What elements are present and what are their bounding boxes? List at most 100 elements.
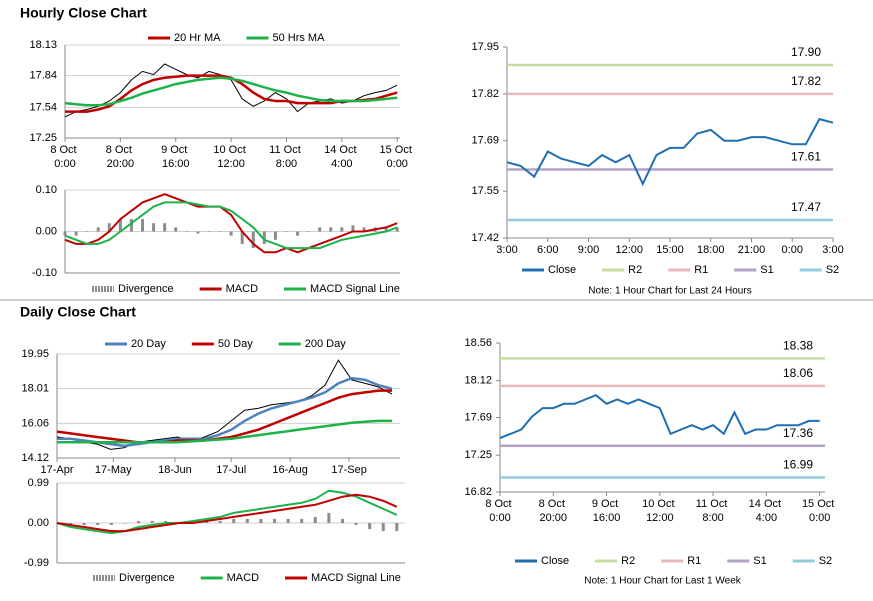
- level-label: 18.06: [783, 366, 813, 380]
- divergence-bar: [368, 523, 372, 530]
- y-tick-label: 0.00: [36, 225, 57, 237]
- divergence-bar: [141, 219, 145, 232]
- legend-label: R1: [687, 555, 701, 567]
- legend-label: MACD Signal Line: [311, 572, 401, 584]
- divergence-bar: [129, 219, 133, 232]
- divergence-bar: [286, 518, 290, 523]
- legend-label: 50 Day: [218, 338, 253, 350]
- series-line: [57, 419, 392, 444]
- x-tick-label: 21:00: [738, 244, 766, 256]
- x-tick-line: 14 Oct: [749, 498, 784, 510]
- divergence-bar: [354, 523, 358, 526]
- x-tick-label: 9 Oct 16:00: [592, 498, 621, 524]
- legend-label: S1: [760, 264, 773, 276]
- x-tick-label: 17-Jul: [216, 464, 246, 476]
- divergence-bar: [109, 523, 113, 526]
- divergence-bar: [273, 231, 277, 240]
- section-heading: Hourly Close Chart: [20, 5, 147, 21]
- divergence-bar: [63, 231, 67, 236]
- x-tick-label: 15:00: [656, 244, 684, 256]
- x-tick-label: 6:00: [537, 244, 558, 256]
- y-tick-label: 17.25: [29, 132, 57, 144]
- divergence-bar: [123, 523, 127, 524]
- y-tick-label: 0.10: [36, 184, 57, 196]
- y-tick-label: 17.25: [464, 449, 492, 461]
- x-tick-line: 14 Oct: [324, 144, 359, 156]
- x-tick-label: 8 Oct 20:00: [539, 498, 568, 524]
- y-tick-label: 17.84: [29, 70, 57, 82]
- x-tick-line: 9 Oct: [592, 498, 621, 510]
- x-tick-line: 4:00: [331, 158, 352, 170]
- x-tick-line: 0:00: [489, 512, 510, 524]
- divergence-bar: [150, 520, 154, 523]
- x-tick-label: 0:00: [782, 244, 803, 256]
- x-tick-line: 11 Oct: [696, 498, 731, 510]
- x-tick-label: 17-May: [95, 464, 132, 476]
- x-tick-line: 16:00: [162, 158, 190, 170]
- legend-label: R2: [621, 555, 635, 567]
- x-tick-line: 16:00: [593, 512, 621, 524]
- level-label: 17.61: [791, 150, 821, 164]
- x-tick-line: 8 Oct: [485, 498, 514, 510]
- divergence-bar: [381, 523, 385, 532]
- x-tick-line: 10 Oct: [213, 144, 248, 156]
- x-tick-label: 11 Oct 8:00: [269, 144, 304, 170]
- divergence-bar: [362, 227, 366, 232]
- x-tick-line: 4:00: [756, 512, 777, 524]
- y-tick-label: 17.82: [471, 88, 499, 100]
- series-line: [64, 201, 398, 250]
- y-tick-label: 0.00: [28, 517, 49, 529]
- level-label: 17.90: [791, 45, 821, 59]
- divergence-bar: [96, 523, 100, 526]
- divergence-bar: [273, 518, 276, 523]
- x-tick-label: 3:00: [496, 244, 517, 256]
- divergence-bar: [251, 231, 255, 249]
- series-line: [56, 389, 392, 444]
- x-tick-label: 8 Oct 0:00: [50, 144, 79, 170]
- series-line: [65, 74, 398, 113]
- legend-label: 50 Hrs MA: [272, 32, 325, 44]
- y-tick-label: 17.55: [471, 185, 499, 197]
- x-tick-label: 9 Oct 16:00: [161, 144, 190, 170]
- divergence-bar: [240, 231, 244, 244]
- x-tick-line: 0:00: [54, 158, 75, 170]
- legend-label: MACD: [227, 572, 259, 584]
- divergence-bar: [395, 227, 399, 232]
- x-tick-line: 20:00: [107, 158, 135, 170]
- legend-label: Divergence: [119, 572, 175, 584]
- level-label: 16.99: [783, 458, 813, 472]
- x-tick-line: 0:00: [809, 512, 830, 524]
- x-tick-label: 18:00: [697, 244, 725, 256]
- x-tick-label: 15 Oct 0:00: [802, 498, 837, 524]
- x-tick-line: 8 Oct: [539, 498, 568, 510]
- y-tick-label: 18.12: [464, 375, 492, 387]
- y-tick-label: 18.56: [464, 337, 492, 349]
- x-tick-label: 8 Oct 20:00: [106, 144, 135, 170]
- x-tick-line: 0:00: [387, 158, 408, 170]
- x-tick-label: 18-Jun: [158, 464, 192, 476]
- y-tick-label: 14.12: [21, 452, 49, 464]
- legend-label: MACD: [226, 283, 258, 295]
- divergence-bar: [137, 520, 141, 523]
- level-label: 18.38: [783, 339, 813, 353]
- divergence-bar: [196, 231, 200, 234]
- x-tick-line: 15 Oct: [802, 498, 837, 510]
- divergence-bar: [307, 231, 311, 232]
- x-tick-label: 10 Oct 12:00: [642, 498, 677, 524]
- legend-label: R1: [694, 264, 708, 276]
- series-line: [64, 76, 398, 107]
- section-heading: Daily Close Chart: [20, 304, 136, 320]
- y-tick-label: 17.69: [471, 135, 499, 147]
- divergence-bar: [174, 227, 178, 232]
- x-tick-label: 11 Oct 8:00: [696, 498, 731, 524]
- series-line: [499, 394, 820, 440]
- y-tick-label: 19.95: [21, 348, 49, 360]
- series-line: [64, 193, 398, 254]
- legend-label: 200 Day: [305, 338, 346, 350]
- legend-label: S1: [753, 555, 766, 567]
- legend-label: S2: [826, 264, 839, 276]
- divergence-bar: [296, 231, 300, 236]
- series-line: [56, 493, 398, 533]
- series-line: [56, 489, 398, 535]
- divergence-bar: [327, 512, 331, 523]
